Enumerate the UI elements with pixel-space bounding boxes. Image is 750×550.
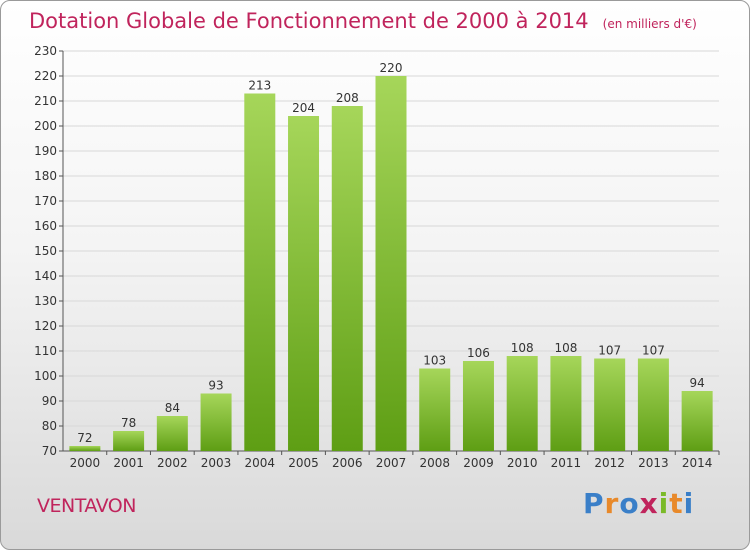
chart-title: Dotation Globale de Fonctionnement de 20… [29, 9, 697, 33]
value-label-2003: 93 [208, 379, 223, 393]
logo-letter: o [619, 487, 640, 520]
proxiti-logo: Proxiti [583, 487, 694, 520]
logo-letter: t [669, 487, 684, 520]
y-tick-label: 90 [42, 394, 57, 408]
chart-title-unit: (en milliers d'€) [602, 17, 697, 31]
x-tick-label-2004: 2004 [245, 456, 276, 470]
value-label-2002: 84 [165, 401, 180, 415]
logo-letter: i [683, 487, 695, 520]
x-tick-label-2005: 2005 [288, 456, 319, 470]
y-tick-label: 200 [34, 119, 57, 133]
y-tick-label: 180 [34, 169, 57, 183]
y-tick-label: 120 [34, 319, 57, 333]
value-label-2001: 78 [121, 416, 136, 430]
bar-2011 [550, 356, 582, 451]
bar-2003 [200, 393, 232, 451]
logo-letter: r [604, 487, 620, 520]
commune-name: VENTAVON [37, 495, 136, 517]
bar-2013 [637, 358, 669, 451]
bar-2006 [331, 106, 363, 451]
value-label-2013: 107 [642, 344, 665, 358]
y-tick-label: 170 [34, 194, 57, 208]
y-tick-label: 150 [34, 244, 57, 258]
bar-2009 [462, 361, 494, 451]
y-tick-label: 80 [42, 419, 57, 433]
x-tick-label-2013: 2013 [638, 456, 669, 470]
x-tick-label-2011: 2011 [551, 456, 582, 470]
bar-2014 [681, 391, 713, 451]
x-tick-label-2006: 2006 [332, 456, 363, 470]
value-label-2009: 106 [467, 346, 490, 360]
x-tick-label-2000: 2000 [70, 456, 101, 470]
bar-2008 [419, 368, 451, 451]
logo-letter: i [658, 487, 670, 520]
x-tick-label-2008: 2008 [419, 456, 450, 470]
logo-letter: P [583, 487, 605, 520]
y-tick-label: 110 [34, 344, 57, 358]
y-tick-label: 70 [42, 444, 57, 458]
x-tick-label-2001: 2001 [113, 456, 144, 470]
value-label-2005: 204 [292, 101, 315, 115]
x-tick-label-2007: 2007 [376, 456, 407, 470]
bar-2004 [244, 93, 276, 451]
x-tick-label-2014: 2014 [682, 456, 713, 470]
bar-2001 [113, 431, 145, 451]
labels: 7080901001101201301401501601701801902002… [34, 44, 712, 470]
value-label-2014: 94 [689, 376, 704, 390]
value-label-2006: 208 [336, 91, 359, 105]
y-tick-label: 210 [34, 94, 57, 108]
y-tick-label: 140 [34, 269, 57, 283]
x-tick-label-2002: 2002 [157, 456, 188, 470]
value-label-2008: 103 [423, 354, 446, 368]
y-tick-label: 220 [34, 69, 57, 83]
y-tick-label: 100 [34, 369, 57, 383]
bar-2010 [506, 356, 538, 451]
value-label-2000: 72 [77, 431, 92, 445]
bar-2007 [375, 76, 407, 451]
x-tick-label-2009: 2009 [463, 456, 494, 470]
x-tick-label-2003: 2003 [201, 456, 232, 470]
y-tick-label: 130 [34, 294, 57, 308]
value-label-2010: 108 [511, 341, 534, 355]
y-tick-label: 230 [34, 44, 57, 58]
bar-2012 [594, 358, 626, 451]
logo-letter: x [639, 487, 659, 520]
bar-2002 [156, 416, 188, 451]
value-label-2007: 220 [380, 61, 403, 75]
bar-2000 [69, 446, 101, 451]
value-label-2011: 108 [554, 341, 577, 355]
y-tick-label: 190 [34, 144, 57, 158]
bars [69, 76, 713, 451]
bar-2005 [288, 116, 320, 451]
value-label-2004: 213 [248, 79, 271, 93]
chart-title-text: Dotation Globale de Fonctionnement de 20… [29, 9, 589, 33]
y-tick-label: 160 [34, 219, 57, 233]
value-label-2012: 107 [598, 344, 621, 358]
x-tick-label-2012: 2012 [594, 456, 625, 470]
x-tick-label-2010: 2010 [507, 456, 538, 470]
